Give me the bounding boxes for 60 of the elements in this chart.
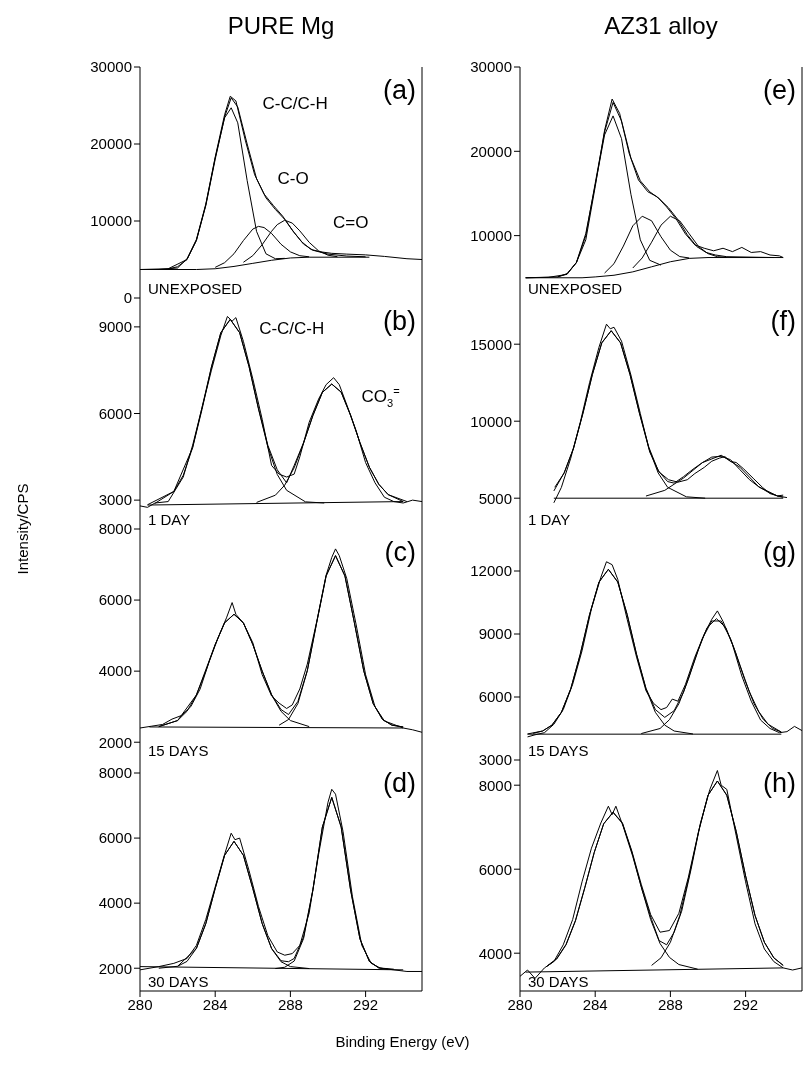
annotation: 15 DAYS	[528, 742, 589, 759]
y-tick-label: 5000	[478, 489, 512, 507]
x-tick-label: 292	[353, 995, 379, 1013]
y-tick-label: 15000	[470, 335, 512, 353]
annotation: C=O	[332, 213, 369, 233]
chart-title: PURE Mg	[226, 12, 336, 40]
y-tick-label: 10000	[90, 212, 132, 230]
x-tick-label: 280	[507, 995, 533, 1013]
y-tick-label: 6000	[478, 688, 512, 706]
y-tick-label: 9000	[98, 318, 132, 336]
y-tick-label: 30000	[470, 58, 512, 76]
y-tick-label: 6000	[478, 860, 512, 878]
y-tick-label: 9000	[478, 625, 512, 643]
annotation: 15 DAYS	[148, 742, 209, 759]
y-tick-label: 4000	[98, 662, 132, 680]
annotation: C-C/C-H	[259, 319, 325, 339]
annotation: (f)	[770, 306, 796, 336]
x-tick-label: 288	[657, 995, 683, 1013]
y-tick-label: 3000	[478, 751, 512, 769]
x-tick-label: 292	[733, 995, 759, 1013]
x-axis-title: Binding Energy (eV)	[334, 1033, 471, 1050]
annotation: UNEXPOSED	[528, 280, 623, 297]
annotation: 1 DAY	[528, 511, 571, 528]
y-tick-label: 2000	[98, 959, 132, 977]
y-tick-label: 20000	[470, 142, 512, 160]
annotation: (h)	[763, 768, 796, 798]
chart-title: AZ31 alloy	[603, 12, 719, 40]
y-tick-label: 0	[123, 289, 132, 307]
annotation: (e)	[763, 75, 796, 105]
x-tick-label: 284	[202, 995, 228, 1013]
y-tick-label: 10000	[470, 412, 512, 430]
annotation: (d)	[383, 768, 416, 798]
annotation: (g)	[763, 537, 796, 567]
y-tick-label: 6000	[98, 829, 132, 847]
x-tick-label: 284	[582, 995, 608, 1013]
y-tick-label: 20000	[90, 135, 132, 153]
annotation: C-O	[277, 169, 309, 189]
y-tick-label: 6000	[98, 591, 132, 609]
y-tick-label: 8000	[478, 776, 512, 794]
y-tick-label: 3000	[98, 491, 132, 509]
x-tick-label: 288	[277, 995, 303, 1013]
annotation: (b)	[383, 306, 416, 336]
annotation: UNEXPOSED	[148, 280, 243, 297]
y-tick-label: 30000	[90, 58, 132, 76]
x-tick-label: 280	[127, 995, 153, 1013]
y-tick-label: 8000	[98, 764, 132, 782]
annotation: (a)	[383, 75, 416, 105]
y-tick-label: 10000	[470, 226, 512, 244]
annotation: C-C/C-H	[262, 94, 328, 114]
annotation: 1 DAY	[148, 511, 191, 528]
y-tick-label: 6000	[98, 404, 132, 422]
y-tick-label: 4000	[98, 894, 132, 912]
y-axis-title: Intensity/CPS	[13, 483, 31, 575]
y-tick-label: 8000	[98, 520, 132, 538]
annotation: (c)	[384, 537, 416, 567]
y-tick-label: 12000	[470, 562, 512, 580]
y-tick-label: 4000	[478, 944, 512, 962]
annotation: 30 DAYS	[528, 973, 589, 990]
annotation: 30 DAYS	[148, 973, 209, 990]
y-tick-label: 2000	[98, 733, 132, 751]
